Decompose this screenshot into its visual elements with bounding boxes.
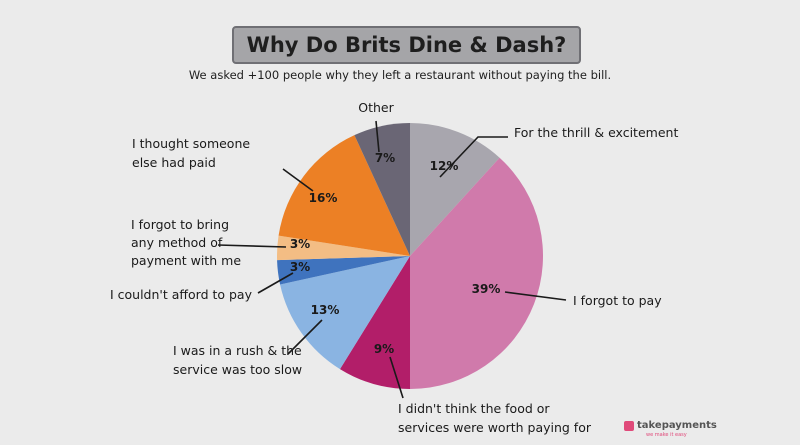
- leader-line: [287, 319, 323, 355]
- slice-percent-label: 16%: [309, 191, 338, 205]
- pie-slice: [410, 123, 500, 256]
- slice-category-label: I forgot to pay: [573, 293, 662, 308]
- slice-percent-label: 7%: [375, 151, 395, 165]
- leader-line: [439, 136, 508, 178]
- brand-name: takepayments: [637, 420, 717, 431]
- slice-percent-label: 3%: [290, 260, 310, 274]
- pie-slice: [277, 256, 410, 285]
- slice-category-label: I was in a rush & the service was too slo…: [173, 343, 302, 377]
- leader-line: [217, 244, 287, 248]
- chart-title: Why Do Brits Dine & Dash?: [232, 26, 581, 64]
- slice-percent-label: 9%: [374, 342, 394, 356]
- slice-percent-label: 3%: [290, 237, 310, 251]
- brand-tagline: we make it easy: [646, 432, 687, 438]
- leader-line: [504, 291, 567, 301]
- pie-slice: [280, 256, 410, 370]
- slice-category-label: I forgot to bring any method of payment wi…: [131, 217, 241, 268]
- slice-category-label: Other: [358, 100, 394, 115]
- slice-percent-label: 13%: [311, 303, 340, 317]
- pie-slice: [276, 235, 410, 261]
- chart-subtitle: We asked +100 people why they left a res…: [188, 68, 612, 82]
- slice-percent-label: 39%: [472, 282, 501, 296]
- slice-category-label: I thought someone else had paid: [132, 136, 250, 170]
- pie-slice: [410, 157, 544, 389]
- leader-line: [257, 272, 294, 294]
- pie-slice: [278, 135, 410, 256]
- pie-slice: [354, 123, 410, 256]
- leader-line: [375, 120, 380, 153]
- leader-line: [389, 356, 404, 399]
- pie-slice: [339, 256, 410, 389]
- slice-category-label: I couldn't afford to pay: [110, 287, 253, 302]
- slice-category-label: For the thrill & excitement: [514, 125, 678, 140]
- leader-line: [282, 168, 314, 192]
- brand-logo: takepayments: [624, 420, 717, 431]
- takepayments-logo-icon: [624, 420, 634, 431]
- slice-percent-label: 12%: [430, 159, 459, 173]
- slice-category-label: I didn't think the food or services were …: [398, 401, 592, 435]
